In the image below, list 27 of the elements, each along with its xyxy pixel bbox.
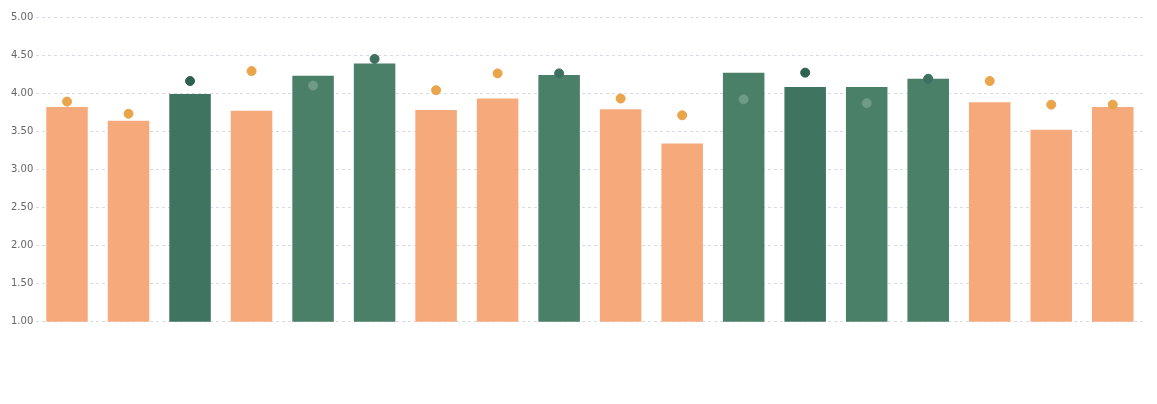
y-tick-label: 1.50 [11, 277, 34, 289]
y-tick-label: 2.50 [11, 201, 34, 213]
point [246, 66, 257, 77]
y-tick-label: 2.00 [11, 239, 34, 251]
point [431, 85, 442, 96]
y-tick-label: 5.00 [11, 10, 34, 22]
y-tick-label: 3.50 [11, 124, 34, 136]
point [615, 93, 626, 104]
point [369, 53, 380, 64]
point [1107, 99, 1118, 110]
point [308, 80, 319, 91]
point [861, 98, 872, 109]
y-tick-label: 4.50 [11, 48, 34, 60]
y-tick-label: 3.00 [11, 163, 34, 174]
point [62, 96, 73, 107]
point [492, 68, 503, 79]
y-tick-label: 1.00 [11, 315, 34, 327]
point [738, 94, 749, 105]
point [123, 108, 134, 119]
point [677, 110, 688, 121]
point [923, 73, 934, 84]
point [1046, 99, 1057, 110]
point [800, 67, 811, 78]
point [554, 68, 565, 79]
point [984, 76, 995, 87]
y-tick-label: 4.00 [11, 86, 34, 98]
point [185, 76, 196, 87]
